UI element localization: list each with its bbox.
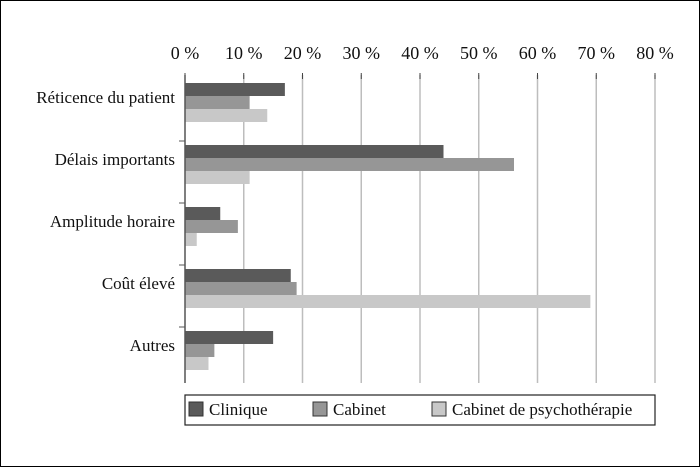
bar-cabinet-5 <box>185 344 215 357</box>
bar-cabinet-de-psychoth-rapie-3 <box>185 233 197 246</box>
bar-cabinet-de-psychoth-rapie-1 <box>185 109 268 122</box>
x-tick-label: 30 % <box>343 43 381 63</box>
legend-swatch <box>431 401 447 417</box>
x-tick-label: 10 % <box>225 43 263 63</box>
legend: Clinique Cabinet Cabinet de psychothérapie <box>184 394 656 426</box>
bar-cabinet-de-psychoth-rapie-4 <box>185 295 591 308</box>
x-tick-label: 60 % <box>519 43 557 63</box>
bar-clinique-4 <box>185 269 291 282</box>
x-axis-ticks: 0 % 10 % 20 % 30 % 40 % 50 % 60 % 70 % 80 % <box>171 43 674 79</box>
x-tick-label: 0 % <box>171 43 200 63</box>
category-label: Autres <box>130 336 175 355</box>
bar-cabinet-2 <box>185 158 514 171</box>
gridlines <box>243 75 656 383</box>
legend-swatch <box>188 401 204 417</box>
bar-cabinet-1 <box>185 96 250 109</box>
y-axis: Réticence du patient Délais importants Amp… <box>36 75 186 383</box>
legend-swatch <box>312 401 328 417</box>
legend-label: Clinique <box>209 400 268 419</box>
legend-label: Cabinet de psychothérapie <box>452 400 632 419</box>
bar-clinique-2 <box>185 145 444 158</box>
bars <box>185 83 591 370</box>
x-tick-label: 80 % <box>636 43 674 63</box>
category-label: Réticence du patient <box>36 88 175 107</box>
x-tick-label: 50 % <box>460 43 498 63</box>
bar-clinique-1 <box>185 83 285 96</box>
category-label: Amplitude horaire <box>50 212 175 231</box>
bar-cabinet-4 <box>185 282 297 295</box>
bar-cabinet-de-psychoth-rapie-5 <box>185 357 209 370</box>
category-label: Coût élevé <box>102 274 175 293</box>
bar-cabinet-de-psychoth-rapie-2 <box>185 171 250 184</box>
x-tick-label: 20 % <box>284 43 322 63</box>
bar-clinique-3 <box>185 207 221 220</box>
x-tick-label: 40 % <box>401 43 439 63</box>
legend-label: Cabinet <box>333 400 386 419</box>
category-label: Délais importants <box>55 150 175 169</box>
legend-box <box>184 394 656 426</box>
bar-clinique-5 <box>185 331 274 344</box>
bar-cabinet-3 <box>185 220 238 233</box>
x-tick-label: 70 % <box>578 43 616 63</box>
